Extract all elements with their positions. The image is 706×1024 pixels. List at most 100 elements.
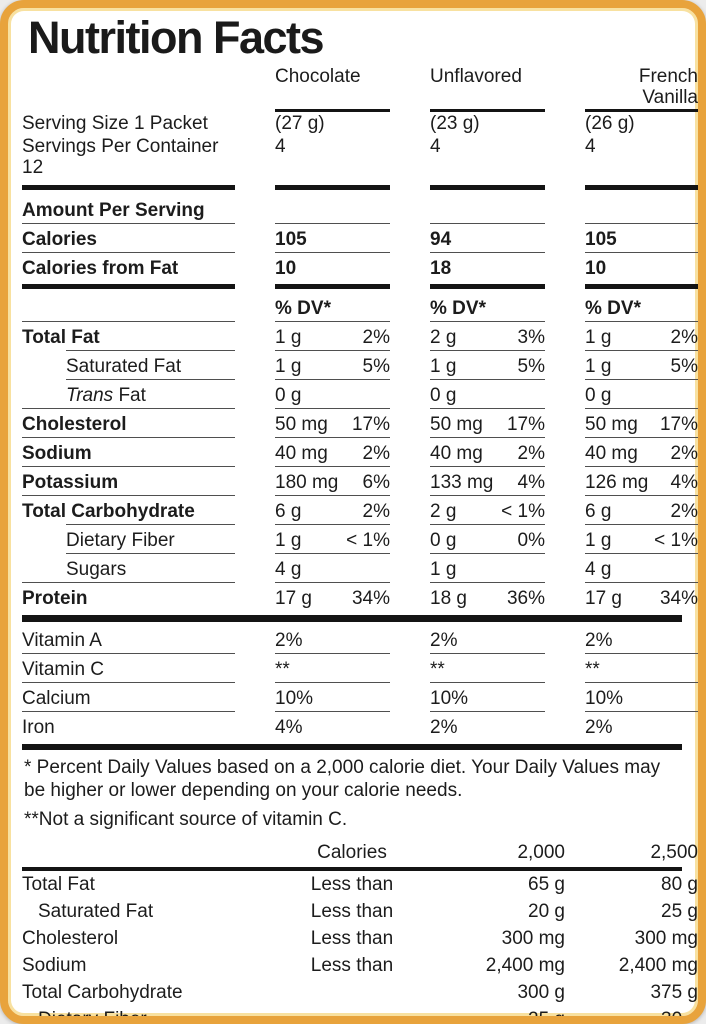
- amount-value: 1 g: [585, 530, 612, 551]
- percent-dv-value: 2%: [670, 501, 698, 522]
- dv-qualifier: [307, 979, 397, 1006]
- percent-dv-header-unflavored: % DV*: [430, 293, 545, 322]
- dv-value-2500: 25 g: [661, 901, 698, 922]
- amount-value: 17 g: [275, 588, 312, 609]
- amount-value: 40 mg: [275, 443, 328, 464]
- amount-value: 50 mg: [430, 414, 483, 435]
- percent-dv-value: 0%: [517, 530, 545, 551]
- nutrient-label: Vitamin A: [22, 625, 235, 654]
- nutrient-label: Iron: [22, 717, 55, 738]
- dv-label: Total Fat: [22, 874, 95, 895]
- dv-row-total-fat: Total Fat Less than 65 g 80 g: [22, 871, 698, 898]
- dv-value-2500: 30 g: [661, 1009, 698, 1024]
- thick-separator-bars: [22, 284, 698, 289]
- amount-value: 0 g: [275, 385, 302, 406]
- dv-value-2000: 20 g: [528, 901, 565, 922]
- row-saturated-fat: Saturated Fat 1 g 5% 1 g 5% 1 g 5%: [22, 351, 698, 380]
- percent-dv-value: 34%: [659, 588, 698, 609]
- cell-french-vanilla: 2%: [585, 717, 613, 738]
- row-serving-size: Serving Size 1 Packet (27 g) (23 g) (26 …: [22, 112, 682, 135]
- amount-value: 40 mg: [430, 443, 483, 464]
- amount-per-serving-label: Amount Per Serving: [22, 195, 235, 224]
- column-header-chocolate: Chocolate: [275, 64, 390, 112]
- cell-chocolate: 50 mg 17%: [275, 409, 390, 438]
- cell-french-vanilla: 10%: [585, 683, 698, 712]
- dv-value-2500: 375 g: [650, 982, 698, 1003]
- row-vitamin-c: Vitamin C ** ** **: [22, 654, 698, 683]
- dv-table-header: Calories 2,000 2,500: [22, 841, 698, 867]
- row-calcium: Calcium 10% 10% 10%: [22, 683, 698, 712]
- amount-value: 4 g: [585, 559, 612, 580]
- cell-unflavored: 133 mg 4%: [430, 467, 545, 496]
- amount-value: 126 mg: [585, 472, 649, 493]
- cell-french-vanilla: 40 mg 2%: [585, 438, 698, 467]
- cell-unflavored: 10%: [430, 683, 545, 712]
- cell-chocolate: 4 g: [275, 554, 390, 583]
- dv-header-2500: 2,500: [650, 842, 698, 863]
- empty-cell: [430, 195, 545, 224]
- cell-unflavored: **: [430, 654, 545, 683]
- footnote-vitamin-c: **Not a significant source of vitamin C.: [24, 809, 348, 830]
- calories-chocolate: 105: [275, 224, 390, 253]
- thick-separator-bars: [22, 185, 698, 190]
- amount-value: 1 g: [585, 327, 612, 348]
- cell-unflavored: 1 g 5%: [430, 351, 545, 380]
- amount-value: 4 g: [275, 559, 302, 580]
- percent-dv-value: 34%: [351, 588, 390, 609]
- cell-unflavored: 50 mg 17%: [430, 409, 545, 438]
- cell-french-vanilla: **: [585, 654, 698, 683]
- nutrient-label: Vitamin C: [22, 654, 235, 683]
- percent-dv-value: 2%: [362, 327, 390, 348]
- nutrient-label: Dietary Fiber: [22, 525, 235, 554]
- row-total-carbohydrate: Total Carbohydrate 6 g 2% 2 g < 1% 6 g 2%: [22, 496, 698, 525]
- row-protein: Protein 17 g 34% 18 g 36% 17 g 34%: [22, 583, 698, 612]
- nutrient-label: Cholesterol: [22, 409, 235, 438]
- calories-from-fat-chocolate: 10: [275, 258, 297, 279]
- dv-value-2000: 65 g: [528, 874, 565, 895]
- percent-dv-header-chocolate: % DV*: [275, 293, 390, 322]
- row-total-fat: Total Fat 1 g 2% 2 g 3% 1 g 2%: [22, 322, 698, 351]
- percent-dv-value: < 1%: [346, 530, 390, 551]
- column-header-french-vanilla: French Vanilla: [585, 64, 698, 112]
- cell-unflavored: 1 g: [430, 554, 545, 583]
- flavor-header-spacer: [22, 64, 235, 112]
- percent-dv-value: 36%: [506, 588, 545, 609]
- cell-unflavored: 18 g 36%: [430, 583, 545, 612]
- cell-chocolate: 180 mg 6%: [275, 467, 390, 496]
- dv-label: Total Carbohydrate: [22, 982, 183, 1003]
- cell-unflavored: 2%: [430, 625, 545, 654]
- row-cholesterol: Cholesterol 50 mg 17% 50 mg 17% 50 mg 17%: [22, 409, 698, 438]
- separator-segment: [22, 185, 235, 190]
- amount-value: 6 g: [585, 501, 612, 522]
- dv-qualifier: Less than: [310, 874, 394, 895]
- amount-value: 6 g: [275, 501, 302, 522]
- dv-row-cholesterol: Cholesterol Less than 300 mg 300 mg: [22, 925, 698, 952]
- calories-french-vanilla: 105: [585, 224, 698, 253]
- percent-dv-value: 2%: [362, 443, 390, 464]
- nutrient-label: Calcium: [22, 683, 235, 712]
- cell-chocolate: 17 g 34%: [275, 583, 390, 612]
- percent-dv-value: 4%: [670, 472, 698, 493]
- dv-value-2000: 300 g: [517, 982, 565, 1003]
- amount-value: 0 g: [430, 530, 457, 551]
- amount-value: 1 g: [275, 327, 302, 348]
- amount-value: 1 g: [430, 356, 457, 377]
- label-sheet: Nutrition Facts Chocolate Unflavored Fre…: [8, 8, 698, 1024]
- row-trans-fat: Trans Fat 0 g 0 g 0 g: [22, 380, 698, 409]
- amount-value: 17 g: [585, 588, 622, 609]
- footnote-daily-values: * Percent Daily Values based on a 2,000 …: [24, 757, 661, 801]
- dv-value-2500: 80 g: [661, 874, 698, 895]
- row-calories-from-fat: Calories from Fat 10 18 10: [22, 253, 682, 282]
- nutrient-label: Trans Fat: [22, 380, 235, 409]
- separator-segment: [275, 284, 390, 289]
- percent-dv-value: < 1%: [501, 501, 545, 522]
- dv-row-total-carbohydrate: Total Carbohydrate 300 g 375 g: [22, 979, 698, 1006]
- fat-word: Fat: [113, 385, 146, 406]
- serving-size-french-vanilla: (26 g): [585, 113, 635, 134]
- row-servings-per-container: Servings Per Container 12 4 4 4: [22, 135, 682, 179]
- amount-value: 40 mg: [585, 443, 638, 464]
- separator-segment: [22, 284, 235, 289]
- percent-dv-value: 2%: [670, 443, 698, 464]
- nutrient-label: Saturated Fat: [22, 351, 235, 380]
- percent-dv-value: 2%: [517, 443, 545, 464]
